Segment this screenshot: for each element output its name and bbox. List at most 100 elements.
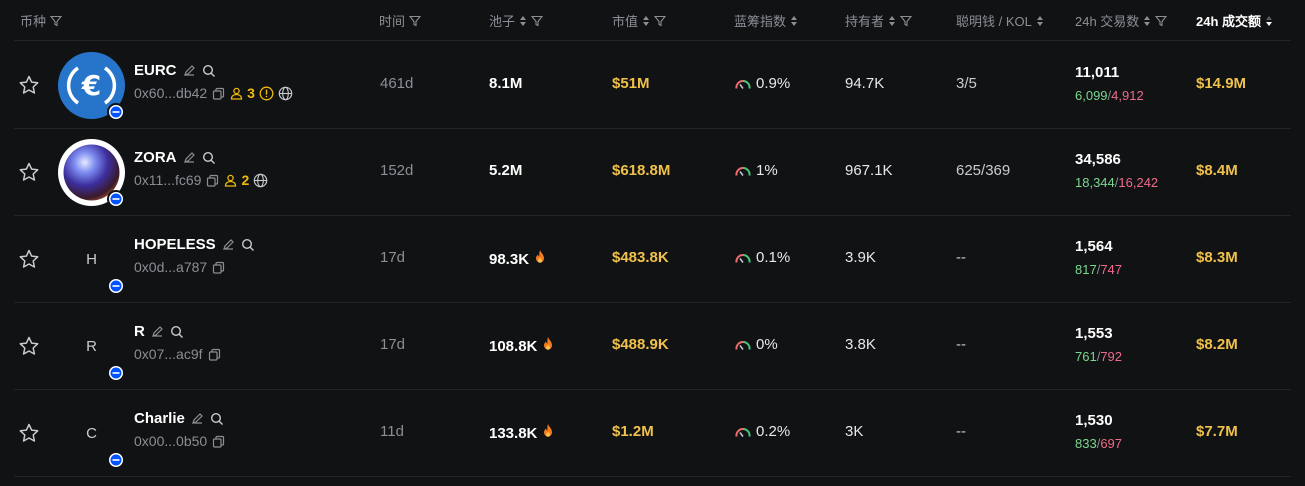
chain-badge-icon bbox=[107, 190, 125, 208]
token-address: 0x07...ac9f bbox=[134, 346, 203, 362]
bluechip-value: 1% bbox=[756, 162, 778, 179]
edit-icon[interactable] bbox=[222, 238, 235, 251]
edit-icon[interactable] bbox=[191, 412, 204, 425]
warning-icon[interactable] bbox=[259, 86, 274, 101]
search-icon[interactable] bbox=[210, 412, 224, 426]
filter-icon[interactable] bbox=[654, 15, 667, 27]
pool-value: 133.8K bbox=[489, 424, 538, 442]
volume-24h: $8.4M bbox=[1196, 162, 1238, 179]
search-icon[interactable] bbox=[202, 64, 216, 78]
star-icon[interactable] bbox=[18, 161, 40, 183]
filter-icon[interactable] bbox=[50, 15, 63, 27]
copy-icon[interactable] bbox=[206, 174, 219, 187]
bluechip-index: 0.1% bbox=[734, 249, 790, 266]
header-volume[interactable]: 24h 成交额 bbox=[1196, 11, 1273, 30]
volume-24h: $14.9M bbox=[1196, 75, 1247, 92]
token-name-line: EURC bbox=[134, 62, 216, 79]
website-globe-icon[interactable] bbox=[278, 86, 293, 101]
token-name[interactable]: HOPELESS bbox=[134, 236, 216, 253]
search-icon[interactable] bbox=[170, 325, 184, 339]
sort-icon[interactable] bbox=[790, 15, 798, 27]
sort-desc-icon[interactable] bbox=[1265, 15, 1273, 27]
copy-icon[interactable] bbox=[208, 348, 221, 361]
edit-icon[interactable] bbox=[183, 151, 196, 164]
market-cap: $1.2M bbox=[612, 423, 654, 440]
market-cap: $51M bbox=[612, 75, 650, 92]
star-icon[interactable] bbox=[18, 335, 40, 357]
header-divider bbox=[14, 40, 1291, 41]
sort-icon[interactable] bbox=[1036, 15, 1044, 27]
token-name[interactable]: ZORA bbox=[134, 149, 177, 166]
header-age-label: 时间 bbox=[379, 14, 406, 29]
header-bluechip[interactable]: 蓝筹指数 bbox=[734, 11, 798, 30]
header-txs-label: 24h 交易数 bbox=[1075, 14, 1140, 29]
token-logo-zora bbox=[58, 139, 125, 206]
header-pool[interactable]: 池子 bbox=[489, 11, 544, 30]
token-name[interactable]: EURC bbox=[134, 62, 177, 79]
search-icon[interactable] bbox=[241, 238, 255, 252]
copy-icon[interactable] bbox=[212, 435, 225, 448]
token-age: 152d bbox=[380, 162, 414, 179]
buy-count: 18,344 bbox=[1075, 175, 1115, 190]
edit-icon[interactable] bbox=[183, 64, 196, 77]
header-age[interactable]: 时间 bbox=[379, 11, 422, 30]
header-volume-label: 24h 成交额 bbox=[1196, 14, 1262, 29]
token-address: 0x11...fc69 bbox=[134, 172, 202, 188]
header-mcap-label: 市值 bbox=[612, 14, 639, 29]
holders-count: 967.1K bbox=[845, 162, 893, 179]
filter-icon[interactable] bbox=[900, 15, 913, 27]
row-divider bbox=[14, 476, 1291, 477]
table-row-zora[interactable]: ZORA 0x11...fc69 2 152d 5.2M $618.8M 1% … bbox=[0, 129, 1305, 216]
table-row-hopeless[interactable]: H HOPELESS 0x0d...a787 17d 98.3K $483.8K… bbox=[0, 216, 1305, 303]
token-address-line: 0x60...db42 3 bbox=[134, 85, 293, 101]
gauge-icon bbox=[735, 427, 751, 437]
pool-value: 5.2M bbox=[489, 162, 523, 179]
star-icon[interactable] bbox=[18, 248, 40, 270]
star-icon[interactable] bbox=[18, 422, 40, 444]
market-cap: $618.8M bbox=[612, 162, 671, 179]
tx-count: 1,530 bbox=[1075, 412, 1113, 429]
website-globe-icon[interactable] bbox=[253, 173, 268, 188]
token-name-line: HOPELESS bbox=[134, 236, 255, 253]
star-icon[interactable] bbox=[18, 74, 40, 96]
sort-icon[interactable] bbox=[519, 15, 527, 27]
token-address-line: 0x00...0b50 bbox=[134, 433, 230, 449]
token-name[interactable]: Charlie bbox=[134, 410, 185, 427]
header-token[interactable]: 币种 bbox=[20, 11, 63, 30]
edit-icon[interactable] bbox=[151, 325, 164, 338]
search-icon[interactable] bbox=[202, 151, 216, 165]
sort-icon[interactable] bbox=[888, 15, 896, 27]
filter-icon[interactable] bbox=[1155, 15, 1168, 27]
sort-icon[interactable] bbox=[642, 15, 650, 27]
tx-split: 6,099/4,912 bbox=[1075, 88, 1144, 103]
token-age: 461d bbox=[380, 75, 414, 92]
tx-split-separator: / bbox=[1096, 436, 1101, 451]
copy-icon[interactable] bbox=[212, 87, 225, 100]
token-name-line: Charlie bbox=[134, 410, 224, 427]
header-smart[interactable]: 聪明钱 / KOL bbox=[956, 11, 1044, 30]
token-age: 17d bbox=[380, 336, 406, 353]
tx-count: 11,011 bbox=[1075, 64, 1120, 81]
bluechip-index: 0.9% bbox=[734, 75, 790, 92]
copy-icon[interactable] bbox=[212, 261, 225, 274]
bluechip-index: 0% bbox=[734, 336, 778, 353]
buy-count: 761 bbox=[1075, 349, 1097, 364]
market-cap: $483.8K bbox=[612, 249, 669, 266]
chain-badge-icon bbox=[107, 364, 125, 382]
header-txs[interactable]: 24h 交易数 bbox=[1075, 11, 1168, 30]
table-row-eurc[interactable]: € EURC 0x60...db42 3 461d 8.1M $51M 0.9%… bbox=[0, 42, 1305, 129]
bluechip-value: 0.1% bbox=[756, 249, 791, 266]
token-address-line: 0x11...fc69 2 bbox=[134, 172, 268, 188]
token-name[interactable]: R bbox=[134, 323, 145, 340]
header-holders[interactable]: 持有者 bbox=[845, 11, 913, 30]
table-row-r[interactable]: R R 0x07...ac9f 17d 108.8K $488.9K 0% 3.… bbox=[0, 303, 1305, 390]
filter-icon[interactable] bbox=[531, 15, 544, 27]
bluechip-value: 0% bbox=[756, 336, 778, 353]
header-mcap[interactable]: 市值 bbox=[612, 11, 667, 30]
sell-count: 792 bbox=[1100, 349, 1123, 364]
sort-icon[interactable] bbox=[1143, 15, 1151, 27]
pool-liquidity: 108.8K bbox=[489, 336, 555, 356]
filter-icon[interactable] bbox=[409, 15, 422, 27]
table-header: 币种 时间 池子 市值 蓝筹指数 持有者 聪明钱 / KOL 24h 交易数 2… bbox=[0, 0, 1305, 40]
table-row-charlie[interactable]: C Charlie 0x00...0b50 11d 133.8K $1.2M 0… bbox=[0, 390, 1305, 477]
